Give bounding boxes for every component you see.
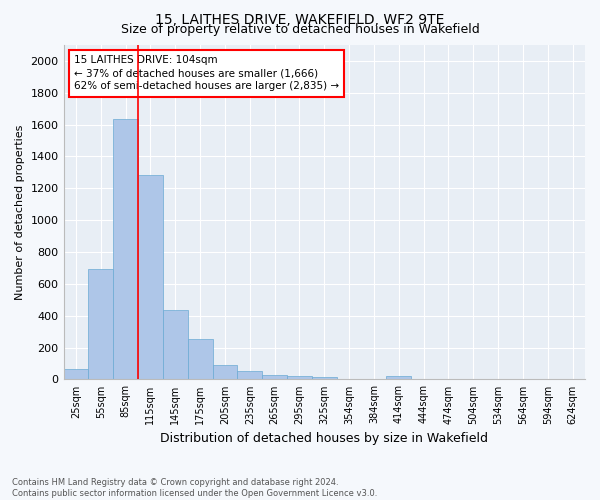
Bar: [287, 376, 312, 380]
Text: 15 LAITHES DRIVE: 104sqm
← 37% of detached houses are smaller (1,666)
62% of sem: 15 LAITHES DRIVE: 104sqm ← 37% of detach…: [74, 55, 339, 92]
Bar: [88, 268, 113, 380]
Bar: [64, 369, 88, 380]
Bar: [113, 119, 138, 380]
Y-axis label: Number of detached properties: Number of detached properties: [15, 124, 25, 300]
Bar: [188, 339, 212, 380]
Bar: [138, 175, 163, 380]
Bar: [212, 365, 238, 380]
Bar: [312, 377, 337, 380]
Bar: [262, 374, 287, 380]
Text: 15, LAITHES DRIVE, WAKEFIELD, WF2 9TE: 15, LAITHES DRIVE, WAKEFIELD, WF2 9TE: [155, 12, 445, 26]
Text: Size of property relative to detached houses in Wakefield: Size of property relative to detached ho…: [121, 22, 479, 36]
Text: Contains HM Land Registry data © Crown copyright and database right 2024.
Contai: Contains HM Land Registry data © Crown c…: [12, 478, 377, 498]
Bar: [386, 376, 411, 380]
Bar: [163, 310, 188, 380]
X-axis label: Distribution of detached houses by size in Wakefield: Distribution of detached houses by size …: [160, 432, 488, 445]
Bar: [238, 370, 262, 380]
